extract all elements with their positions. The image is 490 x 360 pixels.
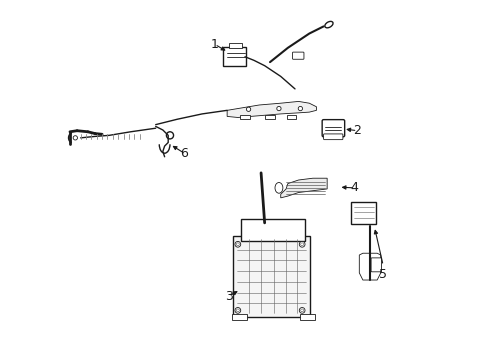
Circle shape	[301, 243, 304, 246]
Text: 4: 4	[351, 181, 359, 194]
FancyBboxPatch shape	[323, 134, 343, 140]
Text: 5: 5	[379, 268, 387, 281]
Polygon shape	[227, 102, 317, 117]
Text: 2: 2	[354, 124, 362, 137]
FancyBboxPatch shape	[287, 115, 296, 119]
Circle shape	[299, 242, 305, 247]
FancyBboxPatch shape	[322, 120, 344, 137]
Ellipse shape	[325, 21, 333, 28]
Circle shape	[301, 309, 304, 312]
Circle shape	[246, 107, 251, 111]
Text: 3: 3	[225, 289, 233, 303]
Circle shape	[277, 107, 281, 111]
Text: 1: 1	[211, 38, 219, 51]
FancyBboxPatch shape	[223, 47, 245, 66]
Circle shape	[235, 242, 241, 247]
FancyBboxPatch shape	[371, 258, 381, 272]
Polygon shape	[359, 253, 381, 280]
Circle shape	[298, 107, 302, 111]
Circle shape	[237, 309, 239, 312]
FancyBboxPatch shape	[266, 115, 275, 119]
FancyBboxPatch shape	[241, 219, 305, 242]
FancyBboxPatch shape	[300, 314, 315, 320]
FancyBboxPatch shape	[228, 43, 242, 48]
FancyBboxPatch shape	[233, 236, 310, 317]
Text: 6: 6	[180, 147, 188, 160]
Circle shape	[237, 243, 239, 246]
FancyBboxPatch shape	[293, 52, 304, 59]
Circle shape	[235, 307, 241, 313]
FancyBboxPatch shape	[351, 202, 376, 224]
Circle shape	[73, 136, 77, 140]
Circle shape	[299, 307, 305, 313]
FancyBboxPatch shape	[241, 115, 249, 119]
Ellipse shape	[275, 183, 283, 193]
Polygon shape	[281, 178, 327, 198]
FancyBboxPatch shape	[232, 314, 247, 320]
Circle shape	[167, 132, 173, 139]
